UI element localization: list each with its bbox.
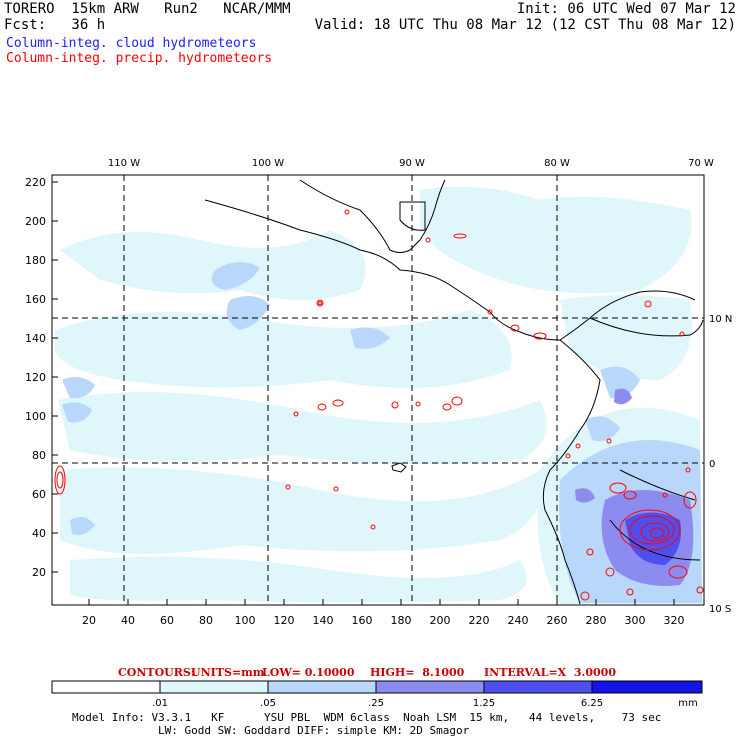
x-tick-label: 80 xyxy=(199,614,213,627)
cloud-field xyxy=(52,175,704,605)
forecast-hour: Fcst: 36 h xyxy=(4,17,106,33)
lat-label: 10 S xyxy=(709,604,731,615)
x-tick-label: 60 xyxy=(160,614,174,627)
x-tick-label: 280 xyxy=(586,614,607,627)
colorbar-label: .05 xyxy=(260,698,276,709)
x-tick-label: 240 xyxy=(508,614,529,627)
axis-ticks xyxy=(52,181,675,605)
x-tick-label: 40 xyxy=(121,614,135,627)
colorbar-label: .25 xyxy=(368,698,384,709)
lon-label: 80 W xyxy=(544,158,570,169)
model-title: TORERO 15km ARW Run2 NCAR/MMM xyxy=(4,1,291,17)
x-tick-label: 100 xyxy=(235,614,256,627)
lat-label: 10 N xyxy=(709,314,732,325)
y-tick-label: 180 xyxy=(25,254,46,267)
x-tick-label: 140 xyxy=(313,614,334,627)
x-tick-label: 320 xyxy=(664,614,685,627)
colorbar-label: 6.25 xyxy=(581,698,603,709)
y-tick-label: 140 xyxy=(25,332,46,345)
lon-label: 70 W xyxy=(688,158,714,169)
y-tick-label: 120 xyxy=(25,371,46,384)
init-time: Init: 06 UTC Wed 07 Mar 12 xyxy=(516,1,736,17)
contour-label: CONTOURS: xyxy=(118,666,195,679)
y-tick-label: 220 xyxy=(25,176,46,189)
y-tick-label: 20 xyxy=(32,566,46,579)
x-tick-label: 300 xyxy=(625,614,646,627)
contour-interval: INTERVAL=X 3.0000 xyxy=(484,666,616,679)
y-tick-label: 80 xyxy=(32,449,46,462)
colorbar-units: mm xyxy=(678,698,697,709)
latlon-grid xyxy=(52,175,704,605)
legend-precip: Column-integ. precip. hydrometeors xyxy=(6,51,273,66)
x-tick-label: 180 xyxy=(391,614,412,627)
plot-frame xyxy=(51,174,705,606)
y-tick-label: 60 xyxy=(32,488,46,501)
x-tick-label: 160 xyxy=(352,614,373,627)
lon-label: 110 W xyxy=(108,158,140,169)
model-info-line1: Model Info: V3.3.1 KF YSU PBL WDM 6class… xyxy=(72,711,662,724)
x-tick-label: 200 xyxy=(430,614,451,627)
y-tick-label: 100 xyxy=(25,410,46,423)
model-info-line2: LW: Godd SW: Goddard DIFF: simple KM: 2D… xyxy=(158,724,470,737)
x-tick-label: 20 xyxy=(82,614,96,627)
x-tick-label: 120 xyxy=(274,614,295,627)
legend-cloud: Column-integ. cloud hydrometeors xyxy=(6,36,257,51)
coastlines xyxy=(204,179,704,605)
y-tick-label: 40 xyxy=(32,527,46,540)
color-bar xyxy=(51,680,703,694)
lat-label: 0 xyxy=(709,459,715,470)
contour-low: LOW= 0.10000 xyxy=(262,666,355,679)
colorbar-label: .01 xyxy=(152,698,168,709)
y-tick-label: 160 xyxy=(25,293,46,306)
colorbar-label: 1.25 xyxy=(473,698,495,709)
y-tick-label: 200 xyxy=(25,215,46,228)
x-tick-label: 260 xyxy=(547,614,568,627)
valid-time: Valid: 18 UTC Thu 08 Mar 12 (12 CST Thu … xyxy=(314,17,736,33)
lon-label: 90 W xyxy=(399,158,425,169)
x-tick-label: 220 xyxy=(469,614,490,627)
contour-units: UNITS=mm xyxy=(191,666,265,679)
lon-label: 100 W xyxy=(252,158,284,169)
precip-contours xyxy=(54,209,704,601)
contour-high: HIGH= 8.1000 xyxy=(370,666,465,679)
